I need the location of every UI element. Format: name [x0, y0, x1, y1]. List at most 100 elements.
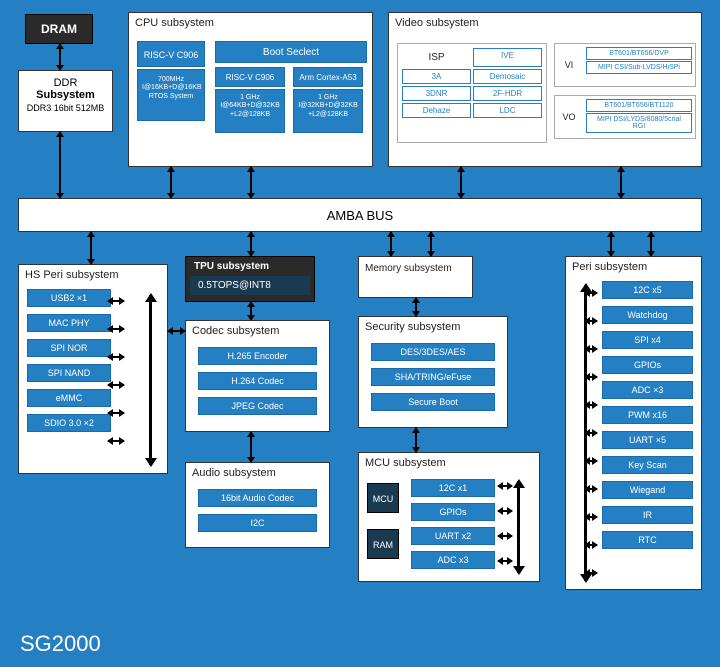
- security-item-2: Secure Boot: [371, 393, 495, 411]
- peri-item-6: UART ×5: [602, 431, 693, 449]
- isp-item-0: IVE: [473, 48, 542, 67]
- isp-item-6: LDC: [473, 103, 542, 118]
- cpu-left-core-spec: 700MHz I@16KB+D@16KB RTOS System: [137, 69, 205, 121]
- peri-subsystem: Peri subsystem 12C x5 Watchdog SPI x4 GP…: [565, 256, 702, 590]
- arrow-sec-mcu: [415, 428, 417, 452]
- dram-label: DRAM: [41, 22, 77, 36]
- vo-item-0: BT601/BT656/BT1120: [586, 99, 692, 112]
- hs-peri-item-1: MAC PHY: [27, 314, 111, 332]
- security-item-0: DES/3DES/AES: [371, 343, 495, 361]
- hs-peri-item-4: eMMC: [27, 389, 111, 407]
- boot-riscv-name: RISC-V C906: [215, 67, 285, 87]
- arrow-mcu-i2: [498, 535, 512, 537]
- codec-title: Codec subsystem: [186, 321, 329, 341]
- arrow-hs-2: [108, 356, 124, 358]
- isp-item-2: Demosaic: [473, 69, 542, 84]
- arrow-hs-0: [108, 300, 124, 302]
- arrow-amba-mem-1: [390, 232, 392, 256]
- peri-item-1: Watchdog: [602, 306, 693, 324]
- security-subsystem: Security subsystem DES/3DES/AES SHA/TRIN…: [358, 316, 508, 428]
- arrow-p-4: [585, 404, 597, 406]
- vi-item-0: BT601/BT656/DVP: [586, 47, 692, 60]
- peri-item-10: RTC: [602, 531, 693, 549]
- isp-item-4: 2F-HDR: [473, 86, 542, 101]
- peri-item-0: 12C x5: [602, 281, 693, 299]
- isp-title: ISP: [403, 49, 470, 66]
- security-item-1: SHA/TRING/eFuse: [371, 368, 495, 386]
- memory-subsystem: Memory subsystem: [358, 256, 473, 298]
- codec-item-0: H.265 Encoder: [198, 347, 317, 365]
- mcu-item-2: UART x2: [411, 527, 495, 545]
- audio-title: Audio subsystem: [186, 463, 329, 483]
- arrow-p-7: [585, 488, 597, 490]
- hs-peri-subsystem: HS Peri subsystem USB2 ×1 MAC PHY SPI NO…: [18, 264, 168, 474]
- arrow-ddr-amba: [59, 132, 61, 198]
- chip-name: SG2000: [20, 631, 101, 657]
- tpu-title: TPU subsystem: [186, 257, 314, 276]
- peri-item-8: Wiegand: [602, 481, 693, 499]
- mcu-item-3: ADC x3: [411, 551, 495, 569]
- codec-subsystem: Codec subsystem H.265 Encoder H.264 Code…: [185, 320, 330, 432]
- isp-item-5: Dehaze: [402, 103, 471, 118]
- vi-title: VI: [557, 46, 581, 84]
- vo-block: VO BT601/BT656/BT1120 MIPI DSI/LYDS/8080…: [554, 95, 696, 139]
- hs-peri-item-0: USB2 ×1: [27, 289, 111, 307]
- cpu-title: CPU subsystem: [129, 13, 372, 33]
- audio-item-1: I2C: [198, 514, 317, 532]
- arrow-amba-tpu: [250, 232, 252, 256]
- mcu-item-0: 12C x1: [411, 479, 495, 497]
- arrow-p-8: [585, 516, 597, 518]
- hs-peri-title: HS Peri subsystem: [19, 265, 167, 285]
- boot-select: Boot Seclect: [215, 41, 367, 63]
- tpu-subsystem: TPU subsystem 0.5TOPS@INT8: [185, 256, 315, 302]
- arrow-p-3: [585, 376, 597, 378]
- arrow-amba-peri-2: [650, 232, 652, 256]
- peri-item-2: SPI x4: [602, 331, 693, 349]
- codec-item-1: H.264 Codec: [198, 372, 317, 390]
- arrow-p-2: [585, 348, 597, 350]
- arrow-p-0: [585, 292, 597, 294]
- codec-item-2: JPEG Codec: [198, 397, 317, 415]
- ddr-subsystem: DDR Subsystem DDR3 16bit 512MB: [18, 70, 113, 132]
- tpu-spec: 0.5TOPS@INT8: [190, 276, 310, 295]
- arrow-dram-ddr: [59, 44, 61, 70]
- memory-title: Memory subsystem: [359, 257, 472, 280]
- arrow-tpu-codec: [250, 302, 252, 320]
- hs-peri-item-3: SPI NAND: [27, 364, 111, 382]
- ddr-title: DDR: [19, 77, 112, 89]
- cpu-left-core-name: RISC-V C906: [137, 41, 205, 67]
- vo-title: VO: [557, 98, 581, 136]
- mcu-title: MCU subsystem: [359, 453, 539, 473]
- vo-item-1: MIPI DSI/LYDS/8080/5crial RGI: [586, 113, 692, 133]
- arrow-mem-sec: [415, 298, 417, 316]
- peri-item-3: GPIOs: [602, 356, 693, 374]
- mcu-item-1: GPIOs: [411, 503, 495, 521]
- arrow-amba-hsperi: [90, 232, 92, 264]
- arrow-amba-peri-1: [610, 232, 612, 256]
- isp-item-3: 3DNR: [402, 86, 471, 101]
- arrow-mcu-i3: [498, 560, 512, 562]
- peri-item-5: PWM x16: [602, 406, 693, 424]
- hs-peri-item-5: SDIO 3.0 ×2: [27, 414, 111, 432]
- mcu-block-0: MCU: [367, 483, 399, 513]
- arrow-p-1: [585, 320, 597, 322]
- ddr-subtitle: Subsystem: [19, 89, 112, 101]
- arrow-video-amba-2: [620, 167, 622, 198]
- arrow-hsperi-codec: [168, 330, 185, 332]
- arrow-mcu-i0: [498, 485, 512, 487]
- amba-label: AMBA BUS: [327, 208, 393, 223]
- isp-block: ISP IVE 3A Demosaic 3DNR 2F-HDR Dehaze L…: [397, 43, 547, 143]
- boot-riscv-spec: 1 GHz I@64KB+D@32KB +L2@128KB: [215, 89, 285, 133]
- arrow-hs-3: [108, 384, 124, 386]
- arrow-p-6: [585, 460, 597, 462]
- cpu-subsystem: CPU subsystem RISC-V C906 700MHz I@16KB+…: [128, 12, 373, 167]
- arrow-hs-4: [108, 412, 124, 414]
- arrow-p-10: [585, 572, 597, 574]
- peri-item-7: Key Scan: [602, 456, 693, 474]
- hs-peri-bus-arrow: [149, 295, 152, 465]
- arrow-p-9: [585, 544, 597, 546]
- isp-item-1: 3A: [402, 69, 471, 84]
- boot-arm-spec: 1 GHz I@32KB+D@32KB +L2@128KB: [293, 89, 363, 133]
- arrow-cpu-amba-2: [250, 167, 252, 198]
- arrow-amba-mem-2: [430, 232, 432, 256]
